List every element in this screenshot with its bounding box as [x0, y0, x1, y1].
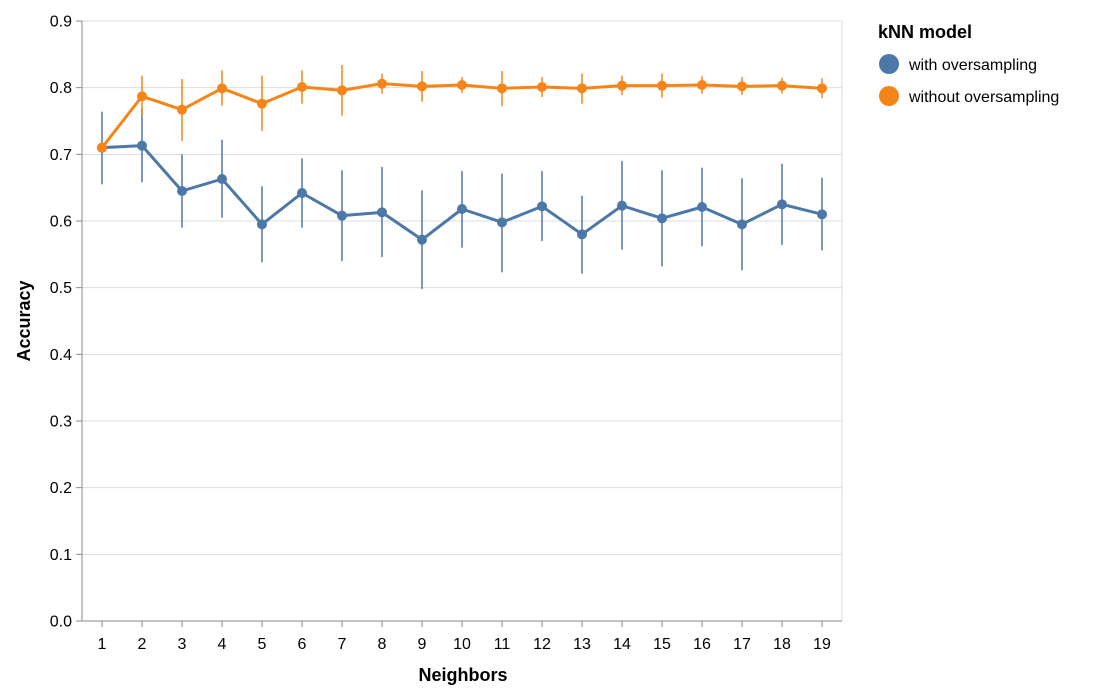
data-point [297, 82, 307, 92]
axes: 0.00.10.20.30.40.50.60.70.80.91 2 3 4 5 6 7 8 9 1… [50, 14, 842, 653]
y-tick-label: 0.0 [50, 614, 72, 631]
y-tick-label: 0.7 [50, 147, 72, 164]
x-tick-label: 14 [613, 636, 631, 653]
legend-label-without-oversampling[interactable]: without oversampling [908, 89, 1059, 106]
x-tick-label: 6 [298, 636, 307, 653]
data-point [457, 80, 467, 90]
data-point [417, 234, 427, 245]
y-tick-label: 0.2 [50, 480, 72, 497]
y-tick-label: 0.9 [50, 14, 72, 31]
x-tick-label: 17 [733, 636, 751, 653]
data-point [417, 81, 427, 92]
x-tick-label: 10 [453, 636, 471, 653]
data-point [377, 207, 387, 218]
legend-title: kNN model [878, 22, 972, 42]
y-tick-label: 0.5 [50, 280, 72, 297]
y-axis-title: Accuracy [14, 280, 34, 361]
data-point [657, 213, 667, 224]
x-tick-label: 19 [813, 636, 831, 653]
y-tick-label: 0.8 [50, 80, 72, 97]
x-tick-label: 16 [693, 636, 711, 653]
data-point [297, 188, 307, 198]
x-tick-label: 12 [533, 636, 551, 653]
legend: kNN model with oversampling without over… [878, 22, 1059, 106]
y-tick-label: 0.1 [50, 547, 72, 564]
data-point [777, 80, 787, 91]
data-point [537, 201, 547, 212]
data-point [137, 91, 147, 102]
data-point [617, 200, 627, 211]
legend-symbol-without-oversampling [879, 86, 899, 106]
series-line [100, 82, 823, 149]
data-point [337, 210, 347, 221]
data-point [737, 219, 747, 230]
data-point [817, 209, 827, 220]
x-tick-label: 15 [653, 636, 671, 653]
data-point [577, 229, 587, 240]
x-axis-title: Neighbors [418, 665, 507, 685]
data-point [537, 82, 547, 92]
x-tick-label: 13 [573, 636, 591, 653]
x-tick-label: 5 [258, 636, 267, 653]
data-point [217, 83, 227, 94]
data-point [497, 217, 507, 228]
data-point [337, 85, 347, 96]
data-point [577, 83, 587, 94]
x-tick-label: 8 [378, 636, 387, 653]
x-tick-label: 7 [338, 636, 347, 653]
series-1 [97, 65, 827, 153]
data-point [777, 199, 787, 210]
x-tick-label: 3 [178, 636, 187, 653]
x-tick-label: 1 [98, 636, 107, 653]
x-tick-label: 18 [773, 636, 791, 653]
data-point [217, 174, 227, 184]
data-point [257, 98, 267, 109]
data-point [737, 81, 747, 92]
x-tick-label: 4 [218, 636, 227, 653]
data-point [377, 78, 387, 89]
data-point [257, 219, 267, 230]
data-point [697, 202, 707, 212]
data-point [177, 104, 187, 115]
x-tick-label: 9 [418, 636, 427, 653]
data-point [457, 204, 467, 214]
series-0 [97, 107, 827, 289]
y-tick-label: 0.6 [50, 214, 72, 231]
legend-label-with-oversampling[interactable]: with oversampling [908, 57, 1037, 74]
legend-symbol-with-oversampling [879, 54, 899, 74]
y-tick-label: 0.4 [50, 347, 72, 364]
series [97, 65, 827, 289]
y-tick-label: 0.3 [50, 414, 72, 431]
x-tick-label: 11 [494, 636, 511, 653]
data-point [177, 186, 187, 196]
data-point [617, 80, 627, 91]
data-point [817, 83, 827, 94]
data-point [137, 140, 147, 151]
data-point [497, 83, 507, 94]
data-point [657, 80, 667, 91]
x-tick-label: 2 [138, 636, 147, 653]
data-point [97, 142, 107, 153]
data-point [697, 80, 707, 90]
grid [82, 20, 843, 622]
